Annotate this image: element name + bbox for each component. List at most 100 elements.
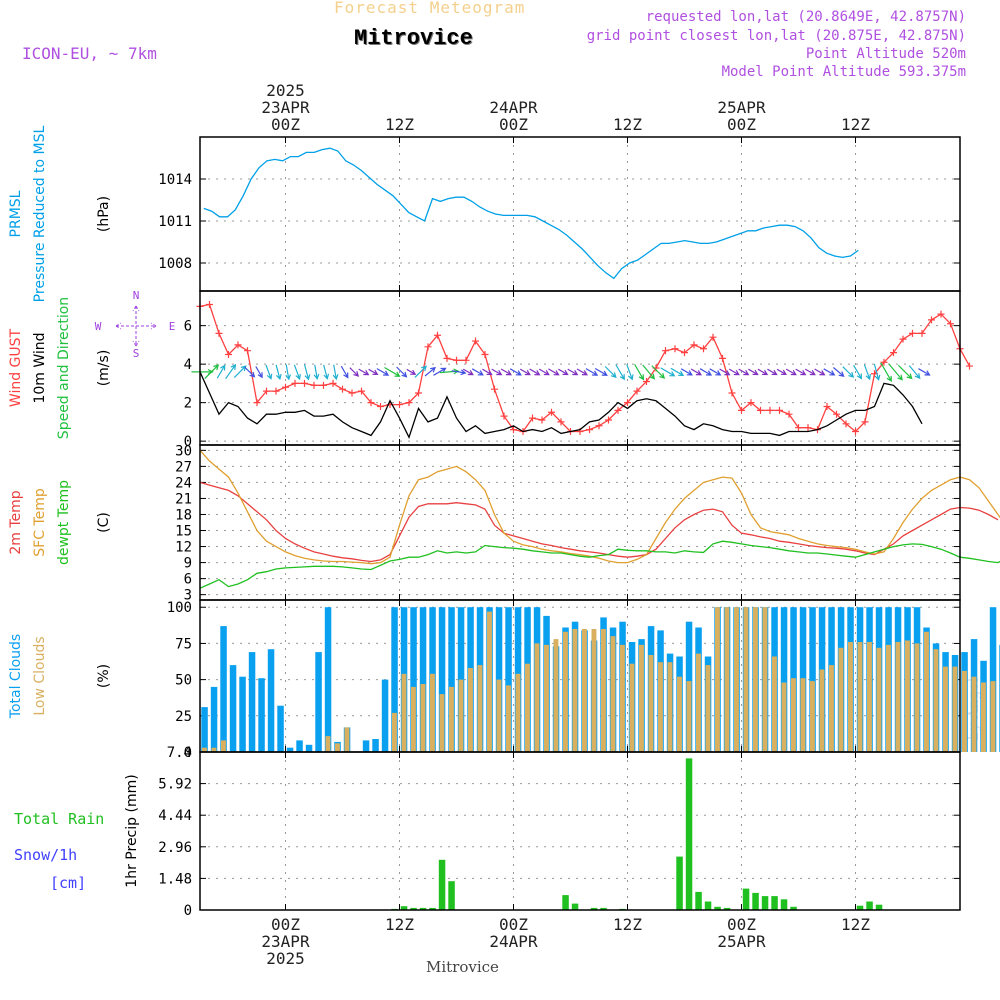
gust-marker — [215, 329, 223, 337]
bar-clouds — [658, 662, 663, 752]
top-time-label: 12Z — [841, 115, 870, 134]
gust-marker — [358, 387, 365, 395]
bar-clouds — [553, 639, 559, 752]
bar-clouds — [430, 673, 435, 752]
top-time-label: 25APR — [717, 98, 766, 117]
bar-clouds — [772, 656, 777, 752]
gust-marker — [918, 329, 926, 337]
bar-precip — [590, 907, 598, 910]
wind-arrow — [406, 368, 417, 375]
bar-clouds — [210, 686, 218, 752]
location-title: Mitrovice — [354, 26, 473, 51]
compass-rose-icon: N S W E — [95, 289, 176, 360]
bar-clouds — [667, 662, 673, 752]
gust-marker — [291, 379, 299, 387]
wind-arrow — [719, 368, 731, 376]
bar-clouds — [962, 670, 967, 752]
gust-marker — [206, 300, 213, 308]
bar-precip — [419, 907, 427, 910]
bar-clouds — [211, 747, 217, 752]
gust-marker — [766, 406, 774, 414]
wind-arrow — [660, 367, 676, 377]
bar-clouds — [372, 739, 379, 752]
gust-marker — [719, 354, 726, 362]
ytick-label: 0 — [184, 434, 192, 450]
wind-arrow — [376, 368, 390, 376]
gust-marker — [405, 399, 413, 407]
gust-marker — [586, 426, 593, 434]
top-time-label: 23APR — [261, 98, 310, 117]
top-time-label: 00Z — [499, 115, 528, 134]
bar-clouds — [439, 694, 445, 752]
bar-clouds — [468, 668, 473, 752]
top-time-label: 12Z — [385, 115, 414, 134]
panel-label-wind: Speed and Direction — [56, 297, 72, 439]
compass-n: N — [133, 289, 140, 302]
model-name: ICON-EU, ~ 7km — [22, 44, 157, 63]
gust-marker — [937, 310, 945, 318]
series-line-wind-0 — [199, 303, 971, 433]
wind-arrow — [303, 364, 311, 381]
gust-marker — [671, 345, 679, 353]
wind-arrow — [265, 364, 273, 380]
gust-marker — [348, 389, 356, 397]
bottom-time-label: 25APR — [717, 932, 766, 951]
bar-clouds — [515, 673, 521, 752]
bar-precip — [410, 907, 417, 910]
wind-arrow — [748, 368, 759, 376]
bar-clouds — [639, 644, 644, 752]
gust-marker — [624, 399, 631, 407]
footer-location: Mitrovice — [426, 958, 499, 976]
bar-clouds — [201, 707, 208, 752]
gust-marker — [662, 347, 669, 355]
wind-arrow — [451, 369, 467, 376]
panel-frame-pressure — [199, 136, 961, 292]
bar-clouds — [867, 642, 872, 752]
ytick-label: 15 — [175, 524, 192, 540]
wind-arrow — [699, 368, 713, 376]
bar-clouds — [753, 607, 758, 752]
wind-arrow — [615, 364, 625, 381]
gust-marker — [329, 379, 337, 387]
panel-frame-temp — [199, 444, 961, 601]
wind-arrow — [804, 368, 816, 376]
bar-clouds — [781, 682, 787, 752]
series-line-pressure-0 — [203, 147, 859, 280]
wind-arrow — [349, 367, 360, 377]
gust-marker — [244, 347, 251, 355]
wind-arrow — [897, 364, 913, 380]
bar-clouds — [239, 676, 246, 752]
wind-arrow — [863, 364, 871, 381]
bar-clouds — [410, 607, 417, 752]
wind-arrow — [908, 365, 921, 380]
bar-clouds — [971, 676, 977, 752]
bar-clouds — [362, 740, 370, 752]
series-line-temp-1 — [199, 449, 1000, 565]
bar-precip — [676, 856, 683, 910]
bar-clouds — [267, 649, 275, 752]
wind-arrow — [491, 368, 503, 376]
bar-clouds — [715, 607, 720, 752]
bar-clouds — [344, 727, 350, 752]
bar-precip — [562, 895, 569, 910]
panel-frame-clouds — [199, 599, 961, 753]
gust-marker — [804, 424, 812, 432]
gust-marker — [909, 329, 916, 337]
gust-marker — [339, 385, 346, 393]
wind-arrow — [233, 365, 247, 379]
panel-label-pressure: Pressure Reduced to MSL — [32, 125, 48, 302]
wind-arrow — [728, 368, 740, 376]
wind-arrow — [396, 366, 408, 378]
requested-coords: requested lon,lat (20.8649E, 42.8757N) — [645, 9, 966, 25]
bar-clouds — [202, 747, 207, 752]
bar-clouds — [572, 629, 578, 752]
bar-precip — [723, 907, 731, 910]
gust-marker — [823, 403, 831, 410]
ytick-label: 1.48 — [158, 871, 192, 887]
ytick-label: 4 — [184, 357, 192, 373]
bar-clouds — [391, 607, 398, 752]
gust-marker — [757, 406, 764, 414]
bar-clouds — [933, 649, 939, 752]
bar-clouds — [677, 676, 682, 752]
compass-s: S — [133, 347, 140, 360]
